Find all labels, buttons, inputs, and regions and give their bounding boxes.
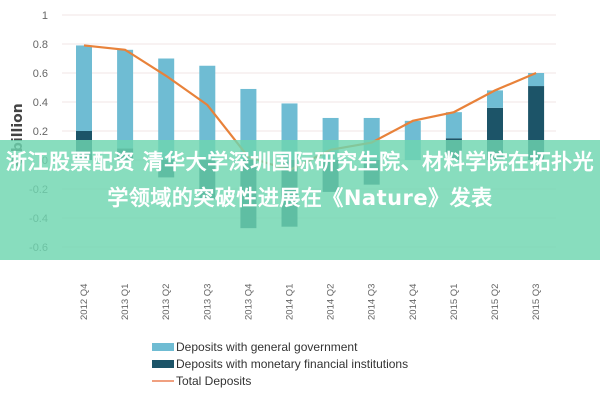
caption-banner[interactable]: 浙江股票配资 清华大学深圳国际研究生院、材料学院在拓扑光学领域的突破性进展在《N… xyxy=(0,140,600,260)
legend-label: Deposits with general government xyxy=(176,339,358,354)
x-tick-label: 2014 Q2 xyxy=(326,284,337,320)
x-tick-label: 2012 Q4 xyxy=(79,284,90,320)
y-tick-label: 0.8 xyxy=(33,39,48,51)
legend-label: Total Deposits xyxy=(176,373,252,388)
legend-swatch-dark-teal xyxy=(152,359,174,368)
legend-swatch-orange-line xyxy=(152,379,174,382)
x-axis-ticks: 2012 Q4 2013 Q1 2013 Q2 2013 Q3 2013 Q4 2014 … xyxy=(79,284,542,320)
legend-swatch-light-blue xyxy=(152,342,174,351)
legend-item-mfi: Deposits with monetary financial institu… xyxy=(152,355,408,372)
y-tick-label: 0.6 xyxy=(33,68,48,80)
x-tick-label: 2013 Q1 xyxy=(120,284,131,320)
legend-label: Deposits with monetary financial institu… xyxy=(176,356,409,371)
y-tick-label: 0.2 xyxy=(33,126,48,138)
x-tick-label: 2013 Q3 xyxy=(202,284,213,320)
chart-legend: Deposits with general government Deposit… xyxy=(152,338,408,389)
x-tick-label: 2015 Q3 xyxy=(531,284,542,320)
x-tick-label: 2015 Q1 xyxy=(449,284,460,320)
legend-item-total-deposits: Total Deposits xyxy=(152,372,408,389)
bar-government-deposits xyxy=(528,73,545,87)
bar-government-deposits xyxy=(487,90,503,108)
bar-government-deposits xyxy=(76,45,92,132)
bar-government-deposits xyxy=(158,58,175,160)
y-tick-label: 0.4 xyxy=(33,97,48,109)
bar-government-deposits xyxy=(445,112,462,139)
bar-government-deposits xyxy=(117,49,134,149)
x-tick-label: 2013 Q2 xyxy=(161,284,172,320)
caption-text[interactable]: 浙江股票配资 清华大学深圳国际研究生院、材料学院在拓扑光学领域的突破性进展在《N… xyxy=(5,150,595,210)
x-tick-label: 2015 Q2 xyxy=(490,284,501,320)
x-tick-label: 2013 Q4 xyxy=(243,284,254,320)
y-tick-label: 1 xyxy=(42,10,48,22)
bar-government-deposits xyxy=(199,65,216,160)
x-tick-label: 2014 Q1 xyxy=(285,284,296,320)
x-tick-label: 2014 Q4 xyxy=(408,284,419,320)
legend-item-general-government: Deposits with general government xyxy=(152,338,408,355)
x-tick-label: 2014 Q3 xyxy=(367,284,378,320)
